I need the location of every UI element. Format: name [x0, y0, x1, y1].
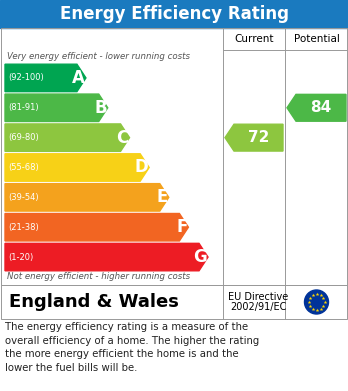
Text: B: B — [94, 99, 107, 117]
Polygon shape — [5, 213, 188, 241]
Text: (81-91): (81-91) — [8, 103, 39, 112]
Bar — [1, 28, 347, 285]
Text: England & Wales: England & Wales — [9, 293, 179, 311]
Text: Energy Efficiency Rating: Energy Efficiency Rating — [60, 5, 288, 23]
Text: Current: Current — [234, 34, 274, 44]
Text: 84: 84 — [310, 100, 332, 115]
Polygon shape — [5, 94, 108, 122]
Bar — [0, 0, 348, 28]
Text: (1-20): (1-20) — [8, 253, 33, 262]
Text: (69-80): (69-80) — [8, 133, 39, 142]
Polygon shape — [5, 64, 86, 91]
Polygon shape — [5, 184, 169, 211]
Bar — [1, 285, 347, 319]
Text: G: G — [193, 248, 207, 266]
Circle shape — [304, 290, 329, 314]
Polygon shape — [5, 243, 208, 271]
Text: (92-100): (92-100) — [8, 74, 44, 83]
Text: 2002/91/EC: 2002/91/EC — [230, 302, 286, 312]
Text: EU Directive: EU Directive — [228, 292, 288, 302]
Text: Not energy efficient - higher running costs: Not energy efficient - higher running co… — [7, 272, 190, 281]
Text: The energy efficiency rating is a measure of the
overall efficiency of a home. T: The energy efficiency rating is a measur… — [5, 322, 259, 373]
Polygon shape — [287, 94, 346, 121]
Text: 72: 72 — [248, 130, 269, 145]
Text: (21-38): (21-38) — [8, 223, 39, 232]
Text: D: D — [134, 158, 148, 176]
Text: (55-68): (55-68) — [8, 163, 39, 172]
Text: A: A — [72, 69, 85, 87]
Polygon shape — [5, 124, 129, 151]
Text: E: E — [156, 188, 168, 206]
Polygon shape — [225, 124, 283, 151]
Text: C: C — [116, 129, 128, 147]
Text: (39-54): (39-54) — [8, 193, 39, 202]
Text: Potential: Potential — [294, 34, 339, 44]
Polygon shape — [5, 154, 149, 181]
Text: F: F — [176, 218, 188, 236]
Text: Very energy efficient - lower running costs: Very energy efficient - lower running co… — [7, 52, 190, 61]
